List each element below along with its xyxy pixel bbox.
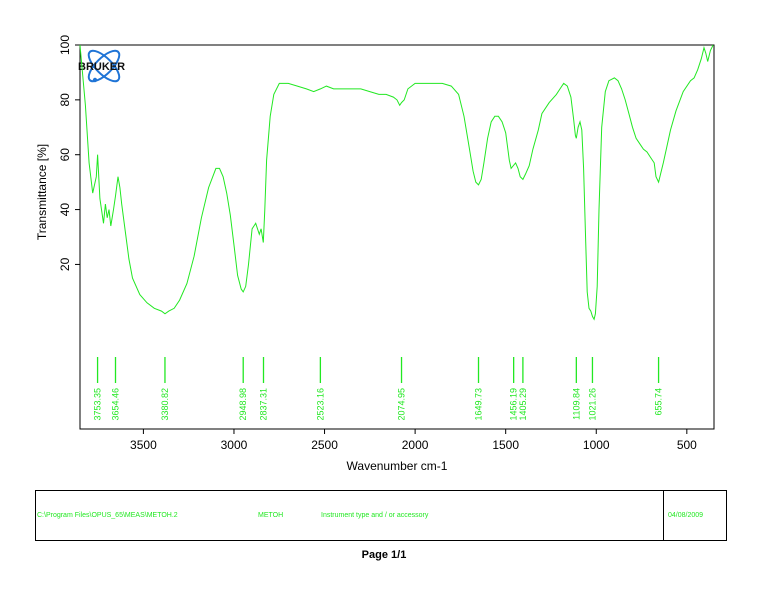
logo-dot <box>92 77 98 83</box>
file-path: C:\Program Files\OPUS_65\MEAS\METOH.2 <box>37 512 178 519</box>
peak-label: 1109.84 <box>571 388 581 420</box>
peak-label: 2074.95 <box>397 388 407 421</box>
peak-label: 3654.46 <box>111 388 121 421</box>
peak-label: 2948.98 <box>238 388 248 421</box>
y-tick-label: 40 <box>58 203 72 217</box>
y-axis: 20 40 60 80 100 <box>58 35 80 271</box>
x-tick-label: 1000 <box>583 438 610 452</box>
x-tick-label: 2000 <box>402 438 429 452</box>
x-axis: 3500 3000 2500 2000 1500 1000 500 <box>130 429 697 452</box>
peak-label: 3380.82 <box>160 388 170 421</box>
measurement-date: 04/08/2009 <box>668 512 704 519</box>
logo-orbit-2 <box>87 49 121 83</box>
y-tick-label: 20 <box>58 257 72 271</box>
y-tick-label: 80 <box>58 93 72 107</box>
y-axis-title: Transmittance [%] <box>35 144 49 240</box>
peak-label: 1456.19 <box>509 388 519 421</box>
bruker-logo: BRUKER <box>78 49 125 83</box>
peak-markers: 3753.35 3654.46 3380.82 2948.98 2837.31 2523.… <box>93 357 664 421</box>
x-tick-label: 1500 <box>492 438 519 452</box>
peak-label: 1021.26 <box>587 388 597 421</box>
logo-orbit-1 <box>87 49 121 83</box>
x-tick-label: 2500 <box>311 438 338 452</box>
x-axis-title: Wavenumber cm-1 <box>347 459 448 473</box>
peak-label: 2523.16 <box>315 388 325 421</box>
y-tick-label: 60 <box>58 148 72 162</box>
peak-label: 1649.73 <box>474 388 484 421</box>
x-tick-label: 3500 <box>130 438 157 452</box>
instrument-label: Instrument type and / or accessory <box>321 512 429 519</box>
spectrum-chart: BRUKER 20 40 60 80 100 3500 3000 2500 2000 1500 1… <box>35 35 715 473</box>
page-number: Page 1/1 <box>361 549 407 561</box>
peak-label: 3753.35 <box>93 388 103 421</box>
x-tick-label: 3000 <box>221 438 248 452</box>
spectrum-line <box>79 44 714 321</box>
info-box: C:\Program Files\OPUS_65\MEAS\METOH.2 ME… <box>35 490 727 541</box>
sample-name: METOH <box>258 512 284 519</box>
logo-text: BRUKER <box>78 61 125 73</box>
y-tick-label: 100 <box>58 35 72 55</box>
info-divider <box>663 491 664 540</box>
peak-label: 655.74 <box>654 388 664 416</box>
peak-label: 2837.31 <box>258 388 268 421</box>
plot-frame <box>79 44 715 430</box>
peak-label: 1405.29 <box>518 388 528 421</box>
x-tick-label: 500 <box>677 438 697 452</box>
